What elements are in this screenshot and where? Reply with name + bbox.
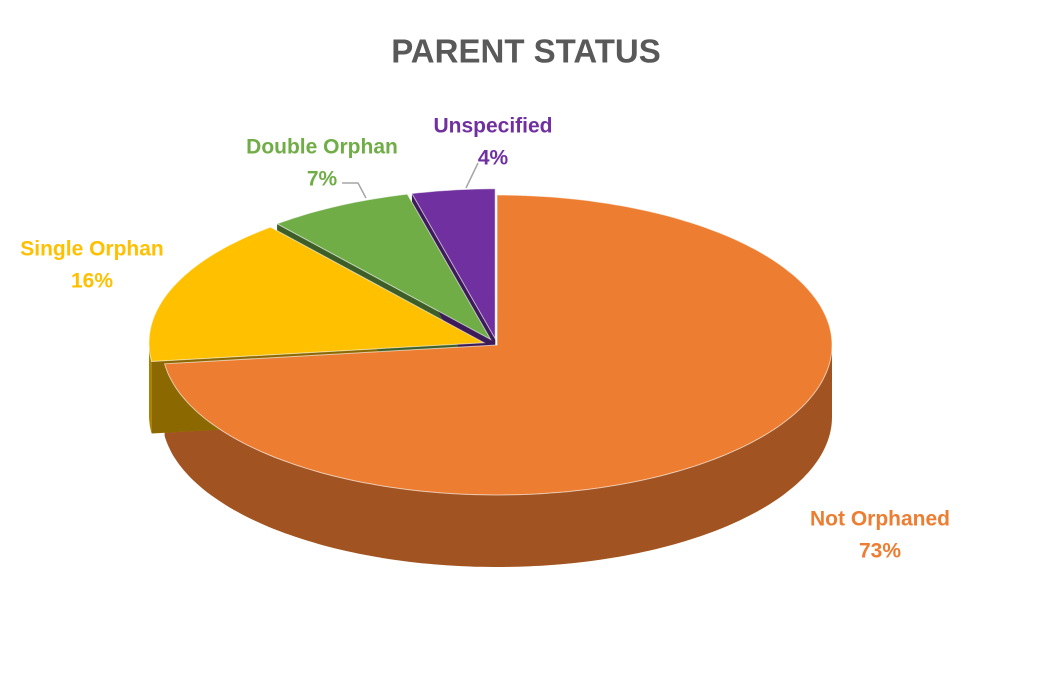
category-label: Not Orphaned xyxy=(810,508,950,531)
leader-line xyxy=(342,182,367,199)
category-label: Double Orphan xyxy=(246,136,398,159)
value-label: 4% xyxy=(478,147,509,170)
category-label: Unspecified xyxy=(433,115,552,138)
value-label: 73% xyxy=(859,540,901,563)
category-label: Single Orphan xyxy=(20,238,164,261)
slice-side xyxy=(164,345,833,567)
pie-slice xyxy=(275,193,492,341)
chart-title: PARENT STATUS xyxy=(391,33,661,70)
slice-side-shade xyxy=(164,345,833,567)
pie-slice xyxy=(163,194,833,496)
pie-slice xyxy=(148,226,486,363)
pie-slice xyxy=(411,188,496,341)
slice-side xyxy=(149,342,152,434)
slice-side-shade xyxy=(149,342,152,434)
leader-line xyxy=(465,162,479,189)
value-label: 7% xyxy=(307,168,338,191)
value-label: 16% xyxy=(71,270,113,293)
